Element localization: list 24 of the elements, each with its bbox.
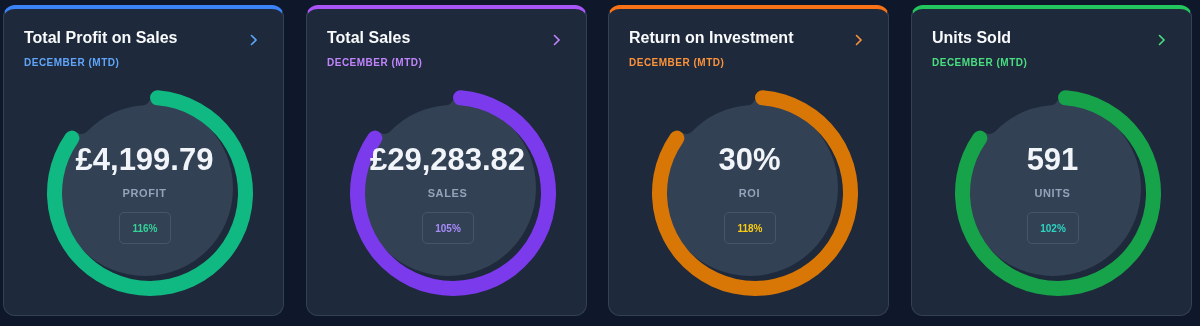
text: 30% — [717, 142, 782, 178]
text: UNITS — [1033, 187, 1072, 199]
chart-title: Units Sold — [932, 29, 1012, 47]
text: £29,283.82 — [368, 142, 527, 178]
text: 118% — [724, 212, 776, 244]
donut-slice — [955, 90, 1161, 296]
chart-title: Total Sales — [327, 29, 411, 47]
chart-title: Return on Investment — [629, 29, 794, 47]
text: SALES — [426, 187, 469, 199]
text: £4,199.79 — [74, 142, 215, 178]
chart-title: Total Profit on Sales — [24, 29, 178, 47]
donut-slice — [47, 90, 253, 296]
chart-subtitle: DECEMBER (MTD) — [327, 57, 423, 68]
donut-slice — [652, 90, 858, 296]
text: ROI — [737, 187, 762, 199]
text: PROFIT — [121, 187, 168, 199]
text: 591 — [1025, 142, 1080, 178]
donut-slice — [350, 90, 556, 296]
chart-subtitle: DECEMBER (MTD) — [24, 57, 120, 68]
text: 105% — [422, 212, 474, 244]
chart-subtitle: DECEMBER (MTD) — [629, 57, 725, 68]
text: 102% — [1027, 212, 1079, 244]
text: 116% — [119, 212, 171, 244]
chart-subtitle: DECEMBER (MTD) — [932, 57, 1028, 68]
